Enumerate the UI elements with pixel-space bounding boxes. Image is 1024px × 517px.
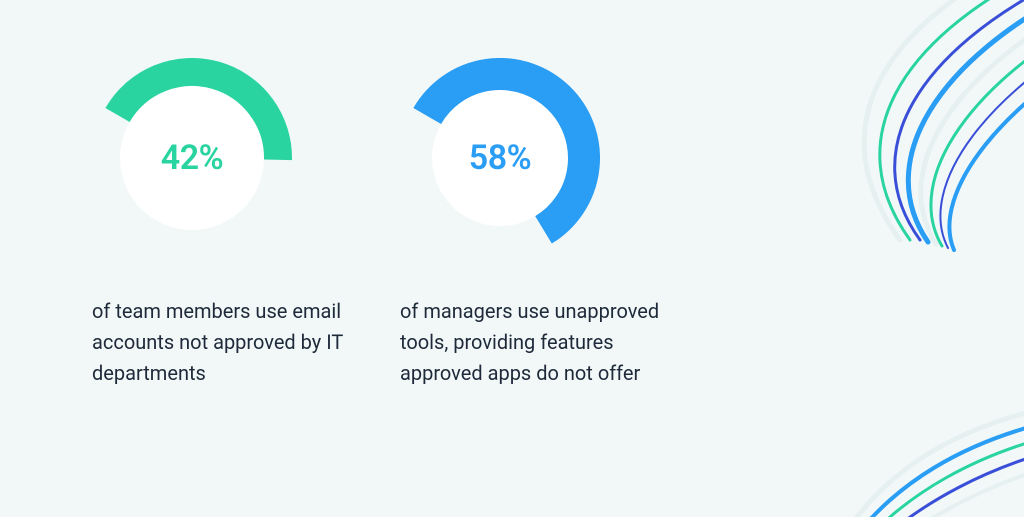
donut-team-members: 42% xyxy=(92,58,292,258)
stat-team-members: 42% of team members use email accounts no… xyxy=(92,58,372,389)
infographic-canvas: 42% of team members use email accounts no… xyxy=(0,0,1024,517)
decoration-swoosh-top xyxy=(760,0,1024,250)
donut-label-team-members: 42% xyxy=(92,58,292,258)
stat-managers: 58% of managers use unapproved tools, pro… xyxy=(400,58,680,389)
donut-label-managers: 58% xyxy=(400,58,600,258)
caption-team-members: of team members use email accounts not a… xyxy=(92,296,352,389)
decoration-swoosh-bottom xyxy=(830,380,1024,517)
caption-managers: of managers use unapproved tools, provid… xyxy=(400,296,660,389)
donut-managers: 58% xyxy=(400,58,600,258)
